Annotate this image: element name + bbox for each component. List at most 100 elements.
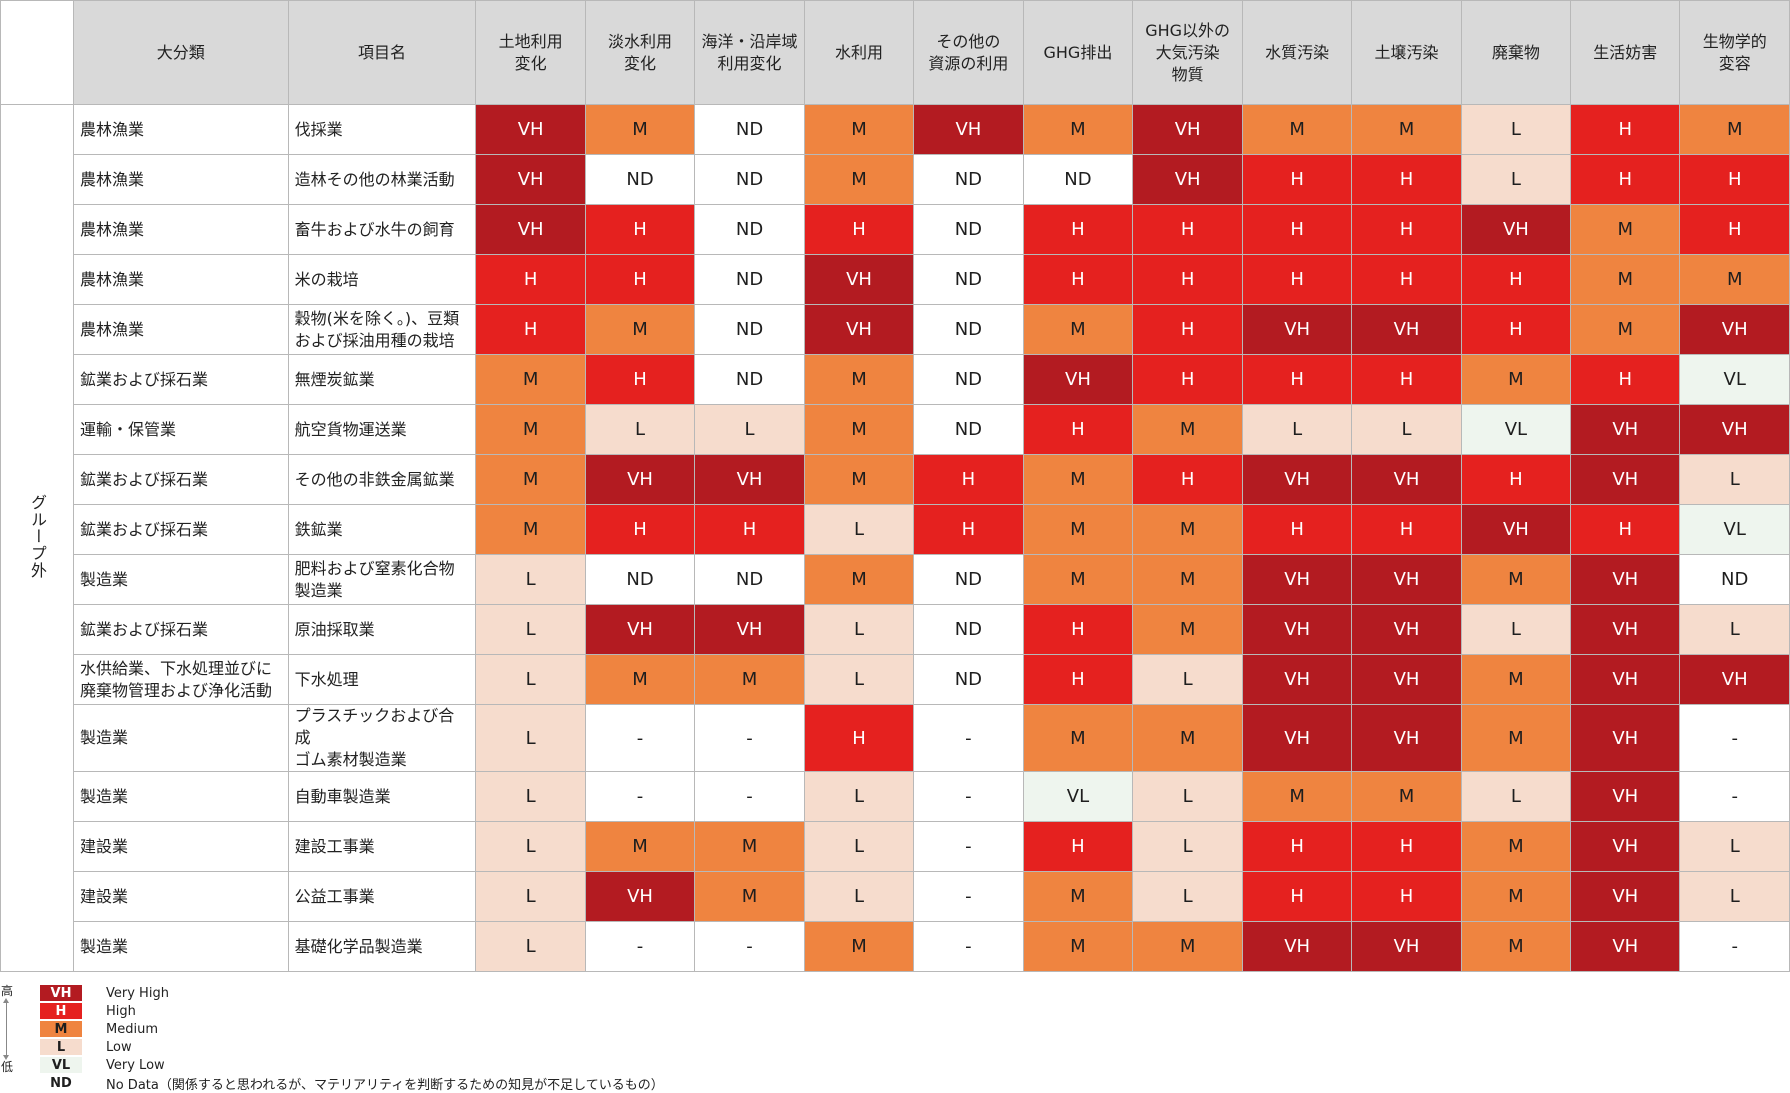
category-cell: 製造業	[73, 771, 289, 822]
text-line: 海洋・沿岸域	[701, 31, 798, 51]
legend-entry: L Low	[40, 1038, 664, 1056]
category-cell: 農林漁業	[73, 104, 289, 155]
rating-cell: H	[1570, 504, 1681, 555]
rating-cell: ND	[584, 554, 696, 605]
rating-cell: L	[1679, 821, 1790, 872]
text-line: 土壌汚染	[1374, 42, 1439, 62]
rating-cell: VH	[1241, 304, 1353, 355]
text-line: 変化	[624, 53, 657, 73]
item-cell: プラスチックおよび合成 ゴム素材製造業	[287, 704, 477, 772]
rating-cell: L	[694, 404, 805, 455]
text-line: 農林漁業	[80, 119, 145, 139]
header-impact: 水利用	[803, 0, 915, 105]
table-row: 鉱業および採石業 その他の非鉄金属鉱業 M VH VH M H M H VH VH H VH L	[1, 454, 1790, 505]
legend-swatch: VL	[40, 1057, 82, 1073]
rating-cell: H	[1022, 204, 1134, 255]
rating-cell: VH	[1132, 154, 1243, 205]
rating-cell: M	[1022, 104, 1134, 155]
rating-cell: M	[1132, 604, 1243, 655]
legend-description: Low	[106, 1039, 132, 1055]
rating-cell: L	[475, 821, 586, 872]
legend-entry: VL Very Low	[40, 1056, 664, 1074]
rating-cell: L	[1132, 654, 1243, 705]
group-label: グループ外	[28, 493, 47, 579]
text-line: 穀物(米を除く。)、豆類	[294, 308, 460, 328]
rating-cell: VH	[475, 104, 586, 155]
rating-cell: H	[584, 504, 696, 555]
table-row: 鉱業および採石業 無煙炭鉱業 M H ND M ND VH H H H M H VL	[1, 354, 1790, 405]
rating-cell: -	[584, 704, 696, 772]
item-cell: 肥料および窒素化合物 製造業	[287, 554, 477, 605]
rating-cell: VH	[803, 304, 915, 355]
rating-cell: L	[475, 871, 586, 922]
text-line: 変化	[514, 53, 547, 73]
text-line: 資源の利用	[928, 53, 1009, 73]
rating-cell: L	[1679, 604, 1790, 655]
rating-cell: H	[1351, 154, 1462, 205]
rating-cell: M	[584, 304, 696, 355]
text-line: 淡水利用	[608, 31, 673, 51]
text-line: 農林漁業	[80, 169, 145, 189]
header-impact: その他の 資源の利用	[913, 0, 1024, 105]
rating-cell: M	[1022, 504, 1134, 555]
legend-entry: VH Very High	[40, 984, 664, 1002]
rating-cell: L	[1679, 454, 1790, 505]
rating-cell: VH	[475, 204, 586, 255]
rating-cell: VH	[1570, 821, 1681, 872]
header-impact: 生物学的 変容	[1679, 0, 1790, 105]
item-cell: 下水処理	[287, 654, 477, 705]
legend-entries: VH Very High H High M Medium L Low VL Very Low ND N…	[40, 984, 664, 1093]
rating-cell: L	[1460, 154, 1572, 205]
group-label-cell: グループ外	[0, 104, 74, 972]
rating-cell: M	[803, 104, 915, 155]
rating-cell: M	[1132, 504, 1243, 555]
rating-cell: M	[1460, 821, 1572, 872]
rating-cell: ND	[1679, 554, 1790, 605]
rating-cell: L	[475, 604, 586, 655]
text-line: ゴム素材製造業	[294, 750, 407, 769]
text-line: および採油用種の栽培	[294, 330, 455, 350]
category-cell: 水供給業、下水処理並びに 廃棄物管理および浄化活動	[73, 654, 289, 705]
rating-cell: M	[584, 104, 696, 155]
text-line: 造林その他の林業活動	[294, 169, 455, 189]
header-impact: 生活妨害	[1570, 0, 1681, 105]
rating-cell: -	[584, 771, 696, 822]
rating-cell: ND	[913, 404, 1024, 455]
text-line: 大気汚染	[1155, 42, 1220, 62]
rating-cell: M	[1570, 304, 1681, 355]
legend-swatch: H	[40, 1003, 82, 1019]
rating-cell: H	[913, 454, 1024, 505]
rating-cell: -	[913, 921, 1024, 972]
rating-cell: VL	[1022, 771, 1134, 822]
text-line: 鉱業および採石業	[80, 619, 209, 639]
rating-cell: VH	[1570, 604, 1681, 655]
rating-cell: -	[584, 921, 696, 972]
rating-cell: -	[694, 704, 805, 772]
text-line: 伐採業	[294, 119, 343, 139]
rating-cell: M	[1022, 871, 1134, 922]
legend-swatch: M	[40, 1021, 82, 1037]
rating-cell: M	[1460, 704, 1572, 772]
rating-cell: M	[1022, 454, 1134, 505]
rating-cell: M	[1132, 404, 1243, 455]
rating-cell: L	[1241, 404, 1353, 455]
rating-cell: H	[1241, 254, 1353, 305]
rating-cell: M	[1132, 704, 1243, 772]
rating-cell: VH	[694, 454, 805, 505]
table-body: グループ外 農林漁業 伐採業 VH M ND M VH M VH M M L H M 農林漁業 造林その他の林業…	[0, 104, 1790, 972]
rating-cell: H	[1132, 254, 1243, 305]
rating-cell: VH	[1241, 554, 1353, 605]
item-cell: 自動車製造業	[287, 771, 477, 822]
text-line: 物質	[1171, 64, 1204, 84]
text-line: 農林漁業	[80, 269, 145, 289]
rating-cell: VH	[1132, 104, 1243, 155]
text-line: 航空貨物運送業	[294, 419, 407, 439]
header-category: 大分類	[73, 0, 289, 105]
text-line: 製造業	[80, 936, 129, 956]
rating-cell: L	[475, 771, 586, 822]
table-row: 運輸・保管業 航空貨物運送業 M L L M ND H M L L VL VH VH	[1, 404, 1790, 455]
category-cell: 農林漁業	[73, 204, 289, 255]
rating-cell: L	[1679, 871, 1790, 922]
header-impact: 水質汚染	[1241, 0, 1353, 105]
rating-cell: L	[1132, 771, 1243, 822]
